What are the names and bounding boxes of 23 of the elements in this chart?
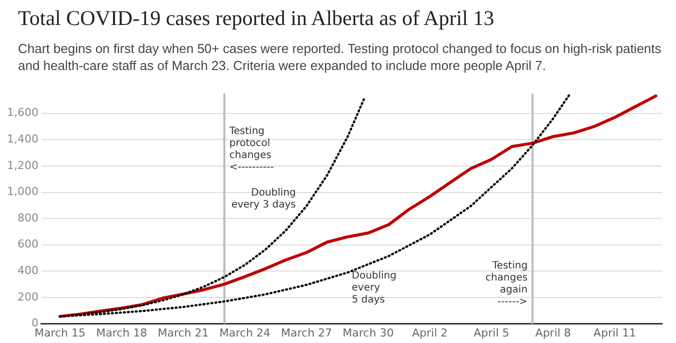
x-tick-label: March 18 [96,326,148,340]
y-tick-label: 800 [17,211,38,224]
y-tick-label: 600 [17,238,38,251]
y-tick-label: 1,600 [6,106,38,120]
y-tick-label: 200 [17,290,38,304]
chart-title: Total COVID-19 cases reported in Alberta as of April 13 [18,6,494,31]
y-tick-label: 1,400 [6,132,38,146]
x-tick-label: March 30 [342,326,394,340]
x-tick-label: April 11 [593,326,636,340]
y-tick-label: 1,200 [6,158,38,172]
x-tick-label: April 2 [412,326,448,340]
x-tick-label: April 8 [535,326,571,340]
annotation: Doubling every 5 days [352,270,396,306]
y-tick-label: 1,000 [6,185,38,198]
annotation: Testing changes again ------> [486,260,528,308]
y-tick-label: 400 [17,264,38,278]
annotation: Doubling every 3 days [231,188,296,211]
x-tick-label: March 21 [158,326,209,340]
annotation: Testing protocol changes <---------- [228,126,274,174]
x-tick-label: March 27 [281,326,332,340]
x-tick-label: March 24 [219,326,270,340]
x-tick-label: April 5 [474,326,510,340]
chart-subtitle: Chart begins on first day when 50+ cases were reported. Testing protocol changed to focus on high-risk patients and health-care staff as of March 23. Criteria were expanded to include more people April 7. [18,40,662,74]
